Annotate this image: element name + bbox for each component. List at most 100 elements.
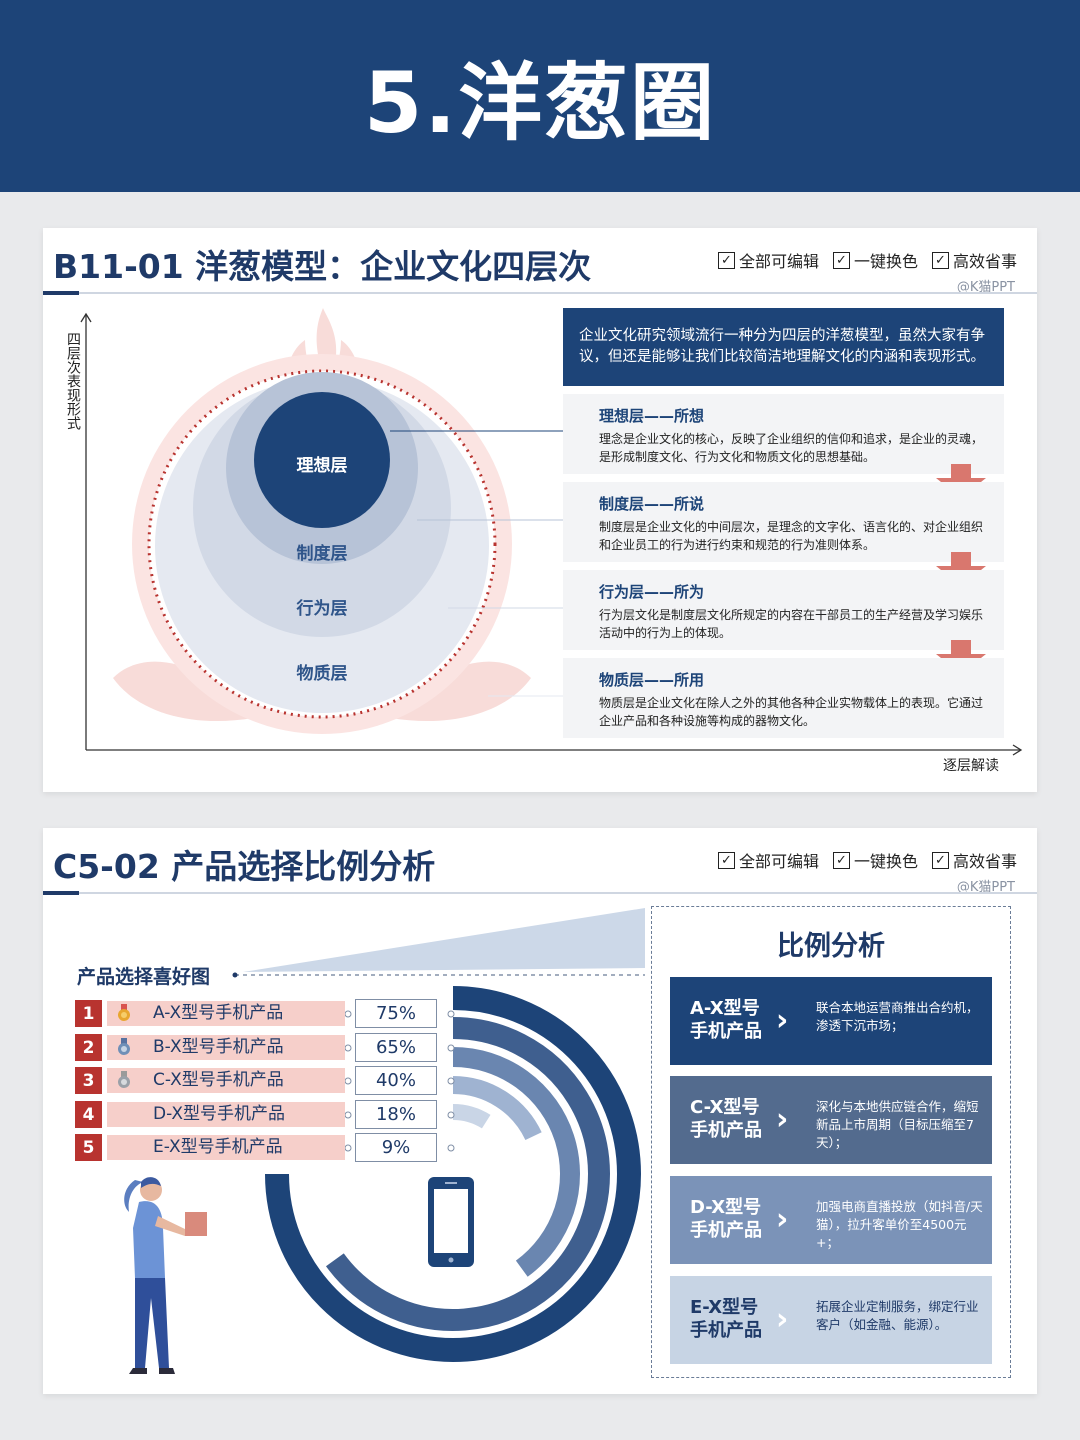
feature-label: 一键换色 — [853, 852, 918, 871]
ring-arc — [452, 1076, 542, 1141]
title-divider-accent — [43, 291, 79, 295]
x-axis-arrow-icon — [1012, 744, 1023, 756]
feature-item: ✓ 高效省事 — [931, 248, 1017, 272]
layer-desc: 行为层文化是制度层文化所规定的内容在干部员工的生产经营及学习娱乐活动中的行为上的… — [599, 608, 984, 640]
rank-label: E-X型号手机产品 — [153, 1137, 283, 1157]
ring-leader-dot — [344, 1077, 352, 1085]
checkbox-icon: ✓ — [832, 251, 850, 269]
rank-label: D-X型号手机产品 — [153, 1104, 286, 1124]
feature-label: 高效省事 — [952, 852, 1017, 871]
slide-onion-model[interactable]: B11-01 洋葱模型：企业文化四层次 ✓ 全部可编辑 ✓ 一键换色 ✓ 高效省事 @… — [43, 228, 1037, 792]
rank-percent: 9% — [355, 1133, 437, 1162]
analysis-card-c: C-X型号 手机产品 › 深化与本地供应链合作，缩短新品上市周期（目标压缩至7天… — [670, 1076, 992, 1164]
down-arrow-icon — [936, 552, 986, 586]
title-divider — [43, 892, 1037, 894]
credit: @K猫PPT — [956, 880, 1015, 895]
banner-title: 5.洋葱圈 — [363, 53, 717, 152]
credit: @K猫PPT — [956, 280, 1015, 295]
down-arrow-icon — [936, 464, 986, 498]
checkbox-icon: ✓ — [931, 251, 949, 269]
ring-leader-dot — [447, 1010, 455, 1018]
pref-dot — [232, 972, 238, 978]
rank-percent: 40% — [355, 1066, 437, 1095]
chevron-right-icon: › — [776, 1202, 789, 1237]
feature-list: ✓ 全部可编辑 ✓ 一键换色 ✓ 高效省事 — [717, 248, 1017, 272]
analysis-card-d: D-X型号 手机产品 › 加强电商直播投放（如抖音/天猫），拉升客单价至4500… — [670, 1176, 992, 1264]
feature-label: 全部可编辑 — [738, 252, 819, 271]
feature-item: ✓ 一键换色 — [832, 248, 918, 272]
rank-percent: 65% — [355, 1033, 437, 1062]
onion-label-ideal: 理想层 — [297, 455, 348, 476]
analysis-product-name: D-X型号 手机产品 — [690, 1197, 762, 1241]
perspective-wedge — [243, 908, 645, 972]
feature-label: 全部可编辑 — [738, 852, 819, 871]
ring-arc — [452, 1104, 491, 1129]
checkbox-icon: ✓ — [717, 251, 735, 269]
layer-card-material: 物质层——所用 物质层是企业文化在除人之外的其他各种企业实物载体上的表现。它通过… — [563, 658, 1004, 738]
slide-product-ratio[interactable]: C5-02 产品选择比例分析 ✓ 全部可编辑 ✓ 一键换色 ✓ 高效省事 @K猫PPT… — [43, 828, 1037, 1394]
feature-item: ✓ 全部可编辑 — [717, 248, 819, 272]
analysis-card-a: A-X型号 手机产品 › 联合本地运营商推出合约机，渗透下沉市场； — [670, 977, 992, 1065]
rank-label: A-X型号手机产品 — [153, 1003, 284, 1023]
ring-leader-dot — [447, 1111, 455, 1119]
ring-leader-dot — [344, 1144, 352, 1152]
feature-label: 高效省事 — [952, 252, 1017, 271]
ring-leader-dot — [344, 1044, 352, 1052]
ring-arc — [452, 1047, 580, 1277]
layer-desc: 制度层是企业文化的中间层次，是理念的文字化、语言化的、对企业组织和企业员工的行为… — [599, 520, 984, 552]
analysis-title: 比例分析 — [777, 931, 885, 962]
analysis-desc: 深化与本地供应链合作，缩短新品上市周期（目标压缩至7天）； — [816, 1099, 979, 1150]
title-divider-accent — [43, 891, 79, 895]
analysis-product-name: E-X型号 手机产品 — [690, 1297, 762, 1341]
rank-bar — [107, 1135, 345, 1160]
feature-item: ✓ 一键换色 — [832, 848, 918, 872]
rank-label: B-X型号手机产品 — [153, 1037, 284, 1057]
analysis-desc: 加强电商直播投放（如抖音/天猫），拉升客单价至4500元+； — [816, 1199, 983, 1250]
layer-title: 物质层——所用 — [599, 671, 705, 689]
chevron-right-icon: › — [776, 1003, 789, 1038]
person-holding-box-icon — [124, 1177, 207, 1374]
rank-number: 5 — [75, 1134, 102, 1161]
ring-leader-dot — [344, 1010, 352, 1018]
y-axis-label: 四层次表现形式 — [65, 332, 81, 430]
ring-leader-dot — [447, 1077, 455, 1085]
feature-list: ✓ 全部可编辑 ✓ 一键换色 ✓ 高效省事 — [717, 848, 1017, 872]
banner: 5.洋葱圈 — [0, 0, 1080, 192]
rank-bar — [107, 1102, 345, 1127]
layer-title: 理想层——所想 — [599, 407, 705, 425]
onion-layer-ideal — [254, 392, 390, 528]
analysis-desc: 联合本地运营商推出合约机，渗透下沉市场； — [816, 1000, 979, 1033]
onion-label-system: 制度层 — [297, 543, 348, 564]
ring-leader-dot — [447, 1144, 455, 1152]
layer-title: 制度层——所说 — [599, 495, 705, 513]
phone-icon — [428, 1177, 474, 1267]
rank-number: 2 — [75, 1034, 102, 1061]
gold-medal-icon — [118, 1004, 130, 1021]
analysis-card-e: E-X型号 手机产品 › 拓展企业定制服务，绑定行业客户（如金融、能源）。 — [670, 1276, 992, 1364]
rank-label: C-X型号手机产品 — [153, 1070, 284, 1090]
intro-box: 企业文化研究领域流行一种分为四层的洋葱模型，虽然大家有争议，但还是能够让我们比较… — [563, 308, 1004, 386]
x-axis-label: 逐层解读 — [943, 758, 999, 774]
layer-desc: 理念是企业文化的核心，反映了企业组织的信仰和追求，是企业的灵魂，是形成制度文化、… — [599, 432, 984, 464]
bronze-medal-icon — [118, 1071, 130, 1088]
ring-leaders — [344, 1010, 455, 1152]
pref-title: 产品选择喜好图 — [77, 966, 211, 988]
ring-chart — [265, 986, 641, 1362]
onion-label-behavior: 行为层 — [296, 598, 348, 619]
feature-item: ✓ 高效省事 — [931, 848, 1017, 872]
ratio-graphic — [232, 908, 645, 1362]
rank-number: 1 — [75, 1000, 102, 1027]
checkbox-icon: ✓ — [931, 851, 949, 869]
y-axis-arrow-icon — [80, 312, 92, 323]
layer-card-system: 制度层——所说 制度层是企业文化的中间层次，是理念的文字化、语言化的、对企业组织… — [563, 482, 1004, 562]
layer-card-behavior: 行为层——所为 行为层文化是制度层文化所规定的内容在干部员工的生产经营及学习娱乐… — [563, 570, 1004, 650]
slide-title: C5-02 产品选择比例分析 — [53, 847, 436, 886]
chevron-right-icon: › — [776, 1102, 789, 1137]
layer-desc: 物质层是企业文化在除人之外的其他各种企业实物载体上的表现。它通过企业产品和各种设… — [599, 696, 984, 728]
rank-bar — [107, 1035, 345, 1060]
analysis-frame — [651, 906, 1011, 1378]
checkbox-icon: ✓ — [832, 851, 850, 869]
analysis-product-name: C-X型号 手机产品 — [690, 1097, 762, 1141]
rank-percent: 18% — [355, 1100, 437, 1129]
rank-number: 4 — [75, 1101, 102, 1128]
